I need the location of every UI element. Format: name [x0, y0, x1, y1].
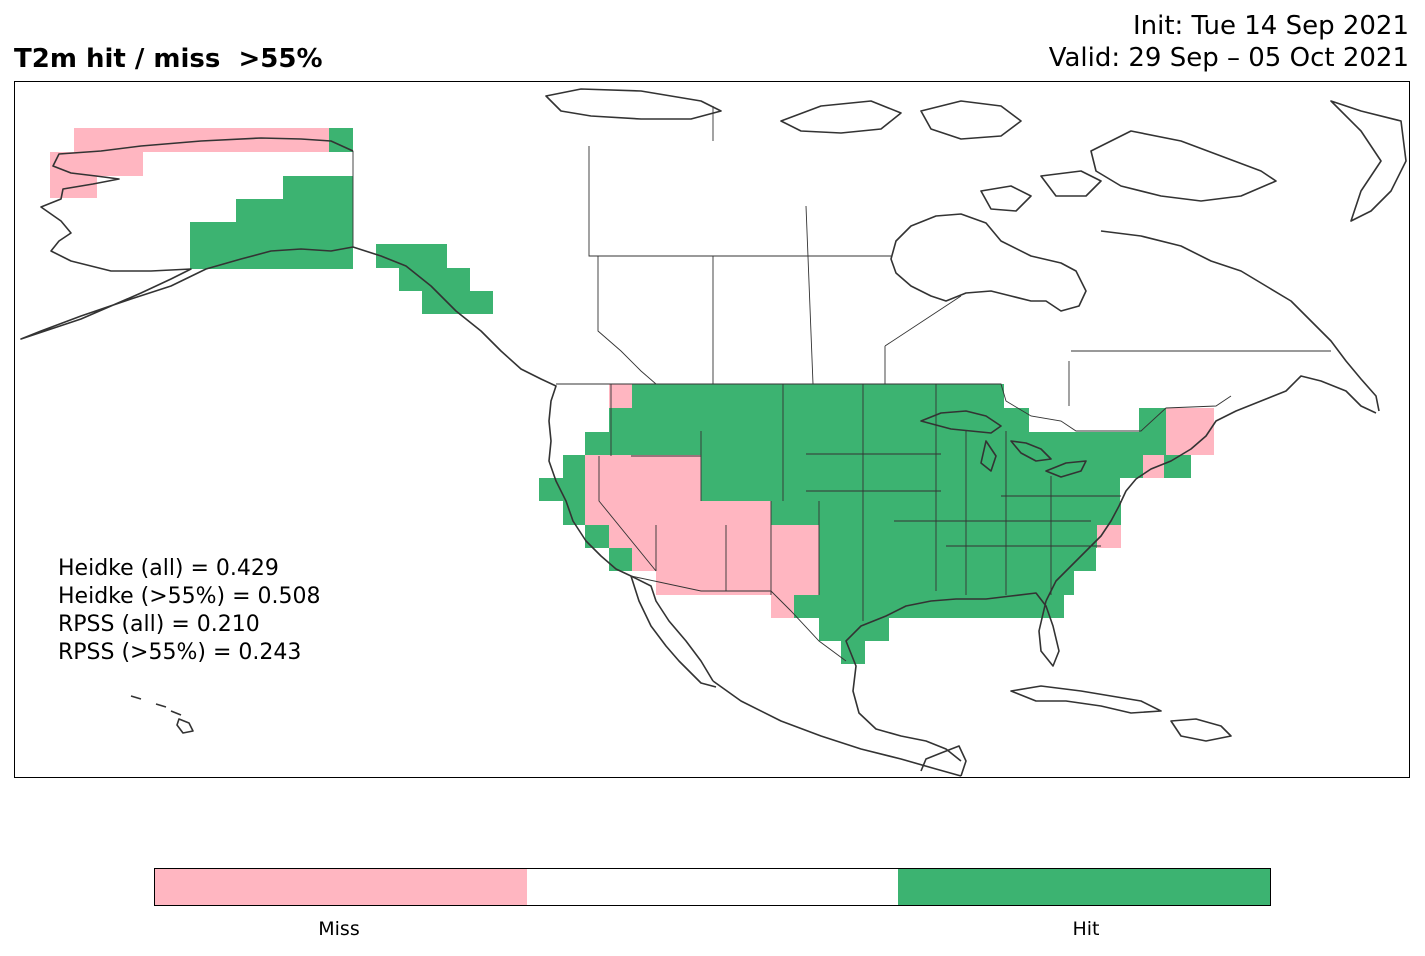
colorbar-neutral-segment [526, 869, 899, 905]
hit-cell [819, 618, 889, 641]
heidke-all-score: Heidke (all) = 0.429 [58, 556, 279, 581]
great-lakes [920, 410, 1087, 478]
hit-cell [1139, 408, 1166, 455]
miss-cell [1097, 525, 1121, 548]
hit-cell [376, 244, 447, 268]
hit-cell [794, 595, 1064, 618]
map-svg [20, 88, 1407, 777]
valid-date: Valid: 29 Sep – 05 Oct 2021 [1048, 43, 1409, 73]
miss-cell [585, 501, 771, 525]
miss-cell [585, 478, 701, 501]
central-america [920, 745, 967, 777]
hit-cell [819, 571, 1074, 595]
hispaniola [1170, 718, 1232, 742]
date-block: Init: Tue 14 Sep 2021 Valid: 29 Sep – 05… [1049, 10, 1409, 74]
hit-cell [609, 548, 632, 571]
skill-scores: Heidke (all) = 0.429 Heidke (>55%) = 0.5… [58, 555, 321, 667]
map-title: T2m hit / miss >55% [14, 44, 323, 74]
labrador-coast [1100, 230, 1380, 412]
hit-cell [819, 525, 1097, 548]
hit-cell [563, 455, 586, 525]
miss-cell [1166, 408, 1214, 455]
atlantic-coast [1045, 375, 1377, 602]
hit-cell [632, 384, 1004, 408]
heidke-55-score: Heidke (>55%) = 0.508 [58, 584, 321, 609]
hit-cell [585, 432, 1075, 455]
miss-cell [609, 525, 819, 548]
miss-cell [771, 595, 794, 618]
colorbar-hit-label: Hit [1072, 918, 1100, 940]
colorbar-hit-segment [898, 869, 1271, 905]
colorbar [154, 868, 1271, 906]
hit-cell [701, 478, 1120, 501]
hit-cell [422, 291, 493, 314]
us-mexico-border [630, 575, 847, 662]
colorbar-miss-label: Miss [318, 918, 360, 940]
rpss-55-score: RPSS (>55%) = 0.243 [58, 640, 302, 665]
pacific-coast [352, 246, 714, 682]
miss-cell [632, 548, 819, 571]
miss-cell [609, 384, 632, 408]
hit-cell [819, 548, 1096, 571]
grid-cells [50, 128, 1214, 664]
baja-coast [630, 575, 717, 688]
mexico-west-coast [712, 680, 962, 777]
miss-cell [585, 455, 701, 478]
hit-cell [283, 176, 353, 200]
init-date: Init: Tue 14 Sep 2021 [1132, 11, 1409, 41]
us-canada-border [556, 383, 1232, 432]
alaska-coast [20, 137, 354, 340]
map-panel [14, 81, 1410, 778]
hit-cell [841, 641, 865, 664]
miss-cell [1143, 455, 1164, 478]
hit-cell [1072, 432, 1139, 455]
miss-cell [50, 152, 143, 176]
hit-cell [1164, 455, 1191, 478]
hawaii [130, 695, 194, 734]
us-state-lines [598, 384, 1121, 621]
hit-cell [190, 222, 353, 269]
arctic-islands [545, 88, 1407, 222]
miss-cell [74, 128, 330, 152]
province-borders [588, 106, 1331, 406]
rpss-all-score: RPSS (all) = 0.210 [58, 612, 260, 637]
hit-cell [701, 455, 1143, 478]
coastlines [20, 88, 1407, 777]
hit-cell [585, 525, 609, 548]
colorbar-miss-segment [155, 869, 527, 905]
gulf-coast [845, 592, 1060, 762]
hit-cell [329, 128, 353, 152]
hudson-bay [890, 213, 1087, 312]
borders [352, 106, 1331, 662]
cuba [1010, 685, 1162, 714]
hit-cell [236, 199, 353, 222]
hit-cell [399, 268, 470, 291]
